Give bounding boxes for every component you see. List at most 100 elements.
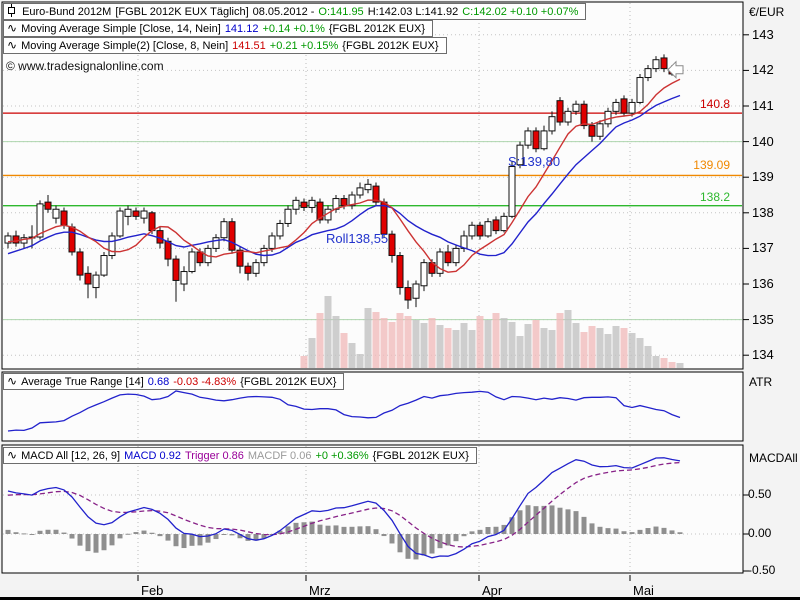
macd-histogram-bar	[581, 516, 587, 534]
instrument-header[interactable]: Euro-Bund 2012M [FGBL 2012K EUX Täglich] 0…	[3, 3, 587, 20]
ma8-header[interactable]: ∿ Moving Average Simple(2) [Close, 8, Nei…	[3, 37, 447, 54]
macd-histogram-bar	[173, 534, 179, 547]
candle-up	[212, 237, 220, 249]
macd-histogram-bar	[605, 528, 611, 534]
last-price-marker	[667, 60, 684, 79]
volume-bar	[372, 312, 380, 368]
instrument-symbol: Euro-Bund 2012M	[22, 6, 112, 18]
macd-histogram-bar	[421, 534, 427, 556]
macd-histogram-bar	[77, 534, 83, 546]
volume-bar	[332, 316, 340, 368]
macd-histogram-bar	[589, 523, 595, 534]
candle-down	[84, 272, 92, 285]
macd-histogram-bar	[381, 534, 387, 537]
macd-histogram-bar	[301, 522, 307, 534]
quote-close-change: C:142.02 +0.10 +0.07%	[462, 6, 579, 18]
screen-bottom-edge	[0, 597, 800, 600]
volume-bar	[324, 296, 332, 368]
macd-histogram-bar	[45, 529, 51, 534]
candle-up	[484, 221, 492, 237]
price-axis-label: 143	[752, 26, 774, 42]
candle-down	[148, 212, 156, 232]
indicator-wave-icon: ∿	[7, 38, 18, 52]
candle-up	[540, 130, 548, 150]
macd-symbol: {FGBL 2012K EUX}	[372, 450, 469, 462]
macd-histogram-bar	[597, 526, 603, 534]
indicator-wave-icon: ∿	[7, 21, 18, 35]
candle-up	[292, 199, 300, 210]
price-axis-label: 139	[752, 169, 774, 185]
candle-down	[60, 210, 68, 226]
macd-histogram-bar	[189, 534, 195, 546]
volume-bar	[644, 346, 652, 368]
candle-up	[36, 203, 44, 238]
volume-bar	[548, 330, 556, 368]
volume-bar	[396, 313, 404, 368]
volume-bar	[444, 328, 452, 368]
price-axis-unit: €/EUR	[749, 5, 785, 19]
atr-symbol: {FGBL 2012K EUX}	[240, 376, 337, 388]
macd-axis-label: -0.50	[748, 563, 776, 577]
candle-down	[492, 219, 500, 232]
candle-down	[660, 57, 668, 70]
ma14-name: Moving Average Simple [Close, 14, Nein]	[21, 23, 221, 35]
volume-bar	[500, 318, 508, 368]
volume-bar	[492, 313, 500, 368]
macd-histogram-bar	[325, 525, 331, 534]
candle-down	[12, 235, 20, 244]
ma8-change: +0.21 +0.15%	[269, 40, 339, 52]
macd-macdf-value: MACDF 0.06	[247, 450, 312, 462]
macd-histogram-bar	[613, 528, 619, 534]
volume-bar	[404, 316, 412, 368]
macd-histogram-bar	[645, 528, 651, 534]
atr-axis-unit: ATR	[749, 375, 773, 389]
candle-up	[500, 215, 508, 232]
candle-up	[188, 251, 196, 273]
atr-header[interactable]: ∿ Average True Range [14] 0.68 -0.03 -4.83%…	[3, 373, 345, 390]
candle-up	[452, 247, 460, 264]
candle-down	[620, 98, 628, 114]
macd-histogram-bar	[357, 526, 363, 534]
macd-histogram-bar	[29, 534, 35, 535]
month-label: Feb	[141, 583, 164, 598]
macd-axis-label: 0.00	[748, 526, 772, 540]
candle-up	[652, 59, 660, 70]
candle-up	[628, 101, 636, 114]
price-level-label-red: 140.8	[699, 97, 730, 111]
month-label: Apr	[482, 583, 503, 598]
volume-bar	[460, 323, 468, 368]
candle-up	[436, 251, 444, 274]
macd-histogram-bar	[557, 507, 563, 534]
macd-histogram-bar	[141, 530, 147, 534]
candle-up	[252, 262, 260, 274]
volume-bar	[476, 316, 484, 368]
volume-bar	[620, 328, 628, 368]
volume-bar	[316, 313, 324, 368]
macd-histogram-bar	[133, 532, 139, 534]
candle-up	[92, 274, 100, 289]
macd-histogram-bar	[373, 529, 379, 534]
candle-up	[596, 123, 604, 137]
macd-histogram-bar	[389, 534, 395, 544]
macd-histogram-bar	[293, 522, 299, 534]
ma8-symbol: {FGBL 2012K EUX}	[342, 40, 439, 52]
macd-header[interactable]: ∿ MACD All [12, 26, 9] MACD 0.92 Trigger 0.…	[3, 447, 477, 464]
macd-histogram-bar	[669, 530, 675, 534]
volume-bar	[660, 358, 668, 368]
macd-histogram-bar	[365, 526, 371, 534]
volume-bar	[412, 320, 420, 368]
macd-histogram-bar	[621, 531, 627, 534]
macd-histogram-bar	[445, 534, 451, 546]
volume-bar	[364, 308, 372, 368]
macd-value: MACD 0.92	[124, 450, 181, 462]
candle-up	[284, 208, 292, 224]
volume-bar	[524, 324, 532, 368]
ma14-header[interactable]: ∿ Moving Average Simple [Close, 14, Nein]…	[3, 20, 434, 37]
macd-line	[7, 457, 681, 559]
month-label: Mai	[633, 583, 654, 598]
price-pane	[1, 1, 744, 370]
candle-up	[100, 255, 108, 276]
macd-histogram-bar	[629, 532, 635, 534]
candle-up	[124, 208, 132, 217]
